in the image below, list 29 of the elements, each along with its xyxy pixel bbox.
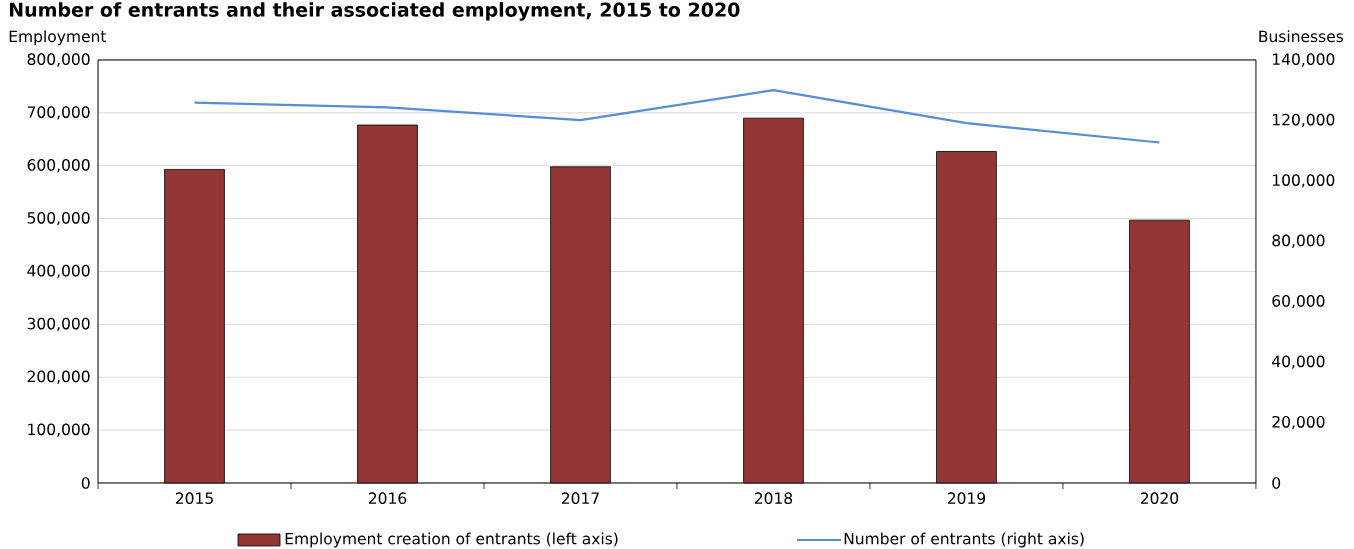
y-tick-label: 100,000 [28,423,90,437]
y-tick-label: 300,000 [27,317,90,332]
x-tick-label: 2019 [947,492,986,505]
line-series [193,89,1161,144]
y2-tick-label: 80,000 [1272,234,1325,248]
x-tick-label: 2020 [1140,492,1179,505]
y-axis-title: Employment [9,30,107,46]
legend-label: Number of entrants (right axis) [844,532,1084,548]
y-tick-label: 700,000 [27,106,90,120]
y-tick-label: 500,000 [27,211,90,226]
x-tick-label: 2017 [561,492,599,505]
y-tick-label: 600,000 [27,159,90,173]
legend-label: Employment creation of entrants (left axis) [285,532,618,548]
x-tick-label: 2018 [754,492,793,505]
y-tick-label: 0 [81,477,90,489]
y2-tick-label: 120,000 [1273,113,1335,128]
y2-tick-label: 20,000 [1272,415,1325,430]
chart-title: Number of entrants and their associated employment, 2015 to 2020 [9,2,740,21]
y-tick-label: 800,000 [27,53,90,67]
y2-tick-label: 100,000 [1273,174,1335,188]
y2-tick-label: 40,000 [1272,355,1325,369]
y-tick-label: 200,000 [27,370,90,384]
x-tick-label: 2016 [368,492,407,505]
y-tick-label: 400,000 [27,264,90,279]
y2-tick-label: 140,000 [1273,53,1335,67]
y2-tick-label: 0 [1272,477,1281,489]
x-tick-label: 2015 [175,492,213,505]
y2-tick-label: 60,000 [1272,295,1325,309]
y2-axis-title: Businesses [1259,30,1344,43]
